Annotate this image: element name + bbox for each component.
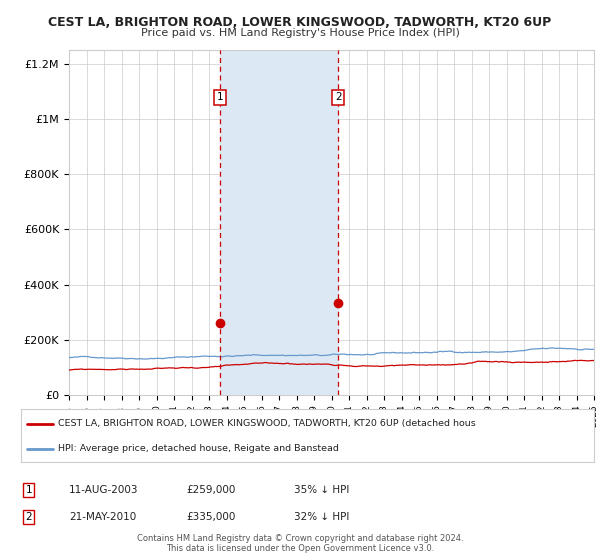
Bar (220, 50, 338, 395)
Text: 21-MAY-2010: 21-MAY-2010 (69, 512, 136, 522)
Text: 35% ↓ HPI: 35% ↓ HPI (294, 485, 349, 495)
Text: 2: 2 (335, 92, 341, 102)
Text: £335,000: £335,000 (186, 512, 235, 522)
Text: 1: 1 (25, 485, 32, 495)
Text: Price paid vs. HM Land Registry's House Price Index (HPI): Price paid vs. HM Land Registry's House … (140, 28, 460, 38)
Text: This data is licensed under the Open Government Licence v3.0.: This data is licensed under the Open Gov… (166, 544, 434, 553)
Text: Contains HM Land Registry data © Crown copyright and database right 2024.: Contains HM Land Registry data © Crown c… (137, 534, 463, 543)
Text: CEST LA, BRIGHTON ROAD, LOWER KINGSWOOD, TADWORTH, KT20 6UP (detached hous: CEST LA, BRIGHTON ROAD, LOWER KINGSWOOD,… (58, 419, 476, 428)
Text: HPI: Average price, detached house, Reigate and Banstead: HPI: Average price, detached house, Reig… (58, 444, 339, 453)
Text: 11-AUG-2003: 11-AUG-2003 (69, 485, 139, 495)
Text: £259,000: £259,000 (186, 485, 235, 495)
Text: 32% ↓ HPI: 32% ↓ HPI (294, 512, 349, 522)
Text: CEST LA, BRIGHTON ROAD, LOWER KINGSWOOD, TADWORTH, KT20 6UP: CEST LA, BRIGHTON ROAD, LOWER KINGSWOOD,… (49, 16, 551, 29)
Text: 2: 2 (25, 512, 32, 522)
Text: 1: 1 (217, 92, 223, 102)
